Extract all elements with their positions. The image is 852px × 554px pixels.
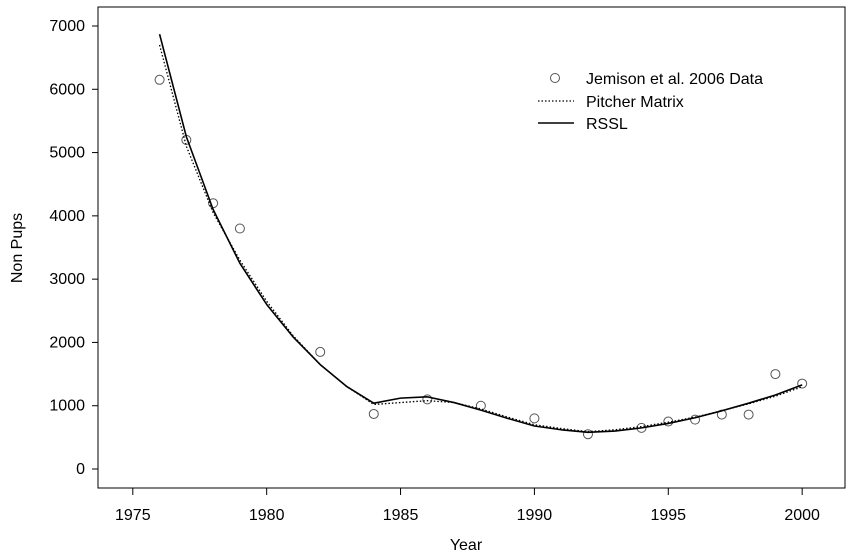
legend-label-pitcher-matrix: Pitcher Matrix <box>586 94 684 111</box>
data-point-jemison-et-al-2006-data <box>582 429 593 440</box>
x-tick-label: 1980 <box>249 507 285 524</box>
legend-label-jemison-data: Jemison et al. 2006 Data <box>586 71 763 88</box>
data-point-jemison-et-al-2006-data <box>315 346 326 357</box>
series-layer <box>154 34 808 440</box>
data-point-jemison-et-al-2006-data <box>770 369 781 380</box>
data-point-jemison-et-al-2006-data <box>797 378 808 389</box>
plot-frame <box>97 6 846 489</box>
x-tick-label: 1990 <box>517 507 553 524</box>
y-tick-label: 5000 <box>49 145 85 162</box>
x-tick-label: 2000 <box>784 507 820 524</box>
series-line-rssl <box>158 34 803 434</box>
x-tick-label: 1985 <box>383 507 419 524</box>
y-tick-label: 6000 <box>49 81 85 98</box>
x-tick-label: 1975 <box>115 507 151 524</box>
y-tick-label: 1000 <box>49 398 85 415</box>
y-tick-label: 4000 <box>49 208 85 225</box>
data-point-jemison-et-al-2006-data <box>422 394 433 405</box>
series-line-pitcher-matrix <box>158 44 803 433</box>
legend-marker-jemison-data <box>550 73 560 83</box>
x-axis: 1975 1980 1985 1990 1995 2000 <box>115 488 820 524</box>
data-point-jemison-et-al-2006-data <box>690 414 701 425</box>
data-point-jemison-et-al-2006-data <box>234 223 245 234</box>
data-point-jemison-et-al-2006-data <box>154 74 165 85</box>
legend: Jemison et al. 2006 Data Pitcher Matrix … <box>538 71 763 133</box>
y-tick-label: 7000 <box>49 18 85 35</box>
y-tick-label: 0 <box>76 461 85 478</box>
data-point-jemison-et-al-2006-data <box>663 416 674 427</box>
data-point-jemison-et-al-2006-data <box>529 413 540 424</box>
data-point-jemison-et-al-2006-data <box>743 409 754 420</box>
x-axis-label: Year <box>450 537 483 554</box>
y-tick-label: 2000 <box>49 334 85 351</box>
y-axis-label: Non Pups <box>9 213 26 283</box>
legend-label-rssl: RSSL <box>586 116 628 133</box>
y-tick-label: 3000 <box>49 271 85 288</box>
data-point-jemison-et-al-2006-data <box>368 408 379 419</box>
x-tick-label: 1995 <box>650 507 686 524</box>
y-axis: 0 1000 2000 3000 4000 5000 6000 7000 <box>49 18 98 478</box>
